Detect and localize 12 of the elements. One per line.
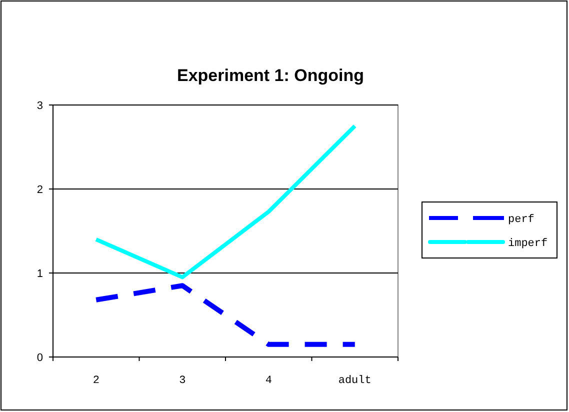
- chart-title: Experiment 1: Ongoing: [176, 66, 364, 85]
- legend-label: imperf: [508, 238, 548, 250]
- y-tick-label: 2: [36, 184, 43, 196]
- x-tick-label: 4: [265, 375, 272, 387]
- y-tick-label: 1: [36, 268, 43, 280]
- x-tick-label: adult: [338, 375, 372, 387]
- x-tick-label: 3: [179, 375, 186, 387]
- y-tick-label: 0: [36, 352, 43, 364]
- line-series: [94, 124, 357, 280]
- x-tick-label: 2: [92, 375, 100, 387]
- legend-label: perf: [508, 214, 534, 226]
- y-tick-label: 3: [36, 100, 43, 112]
